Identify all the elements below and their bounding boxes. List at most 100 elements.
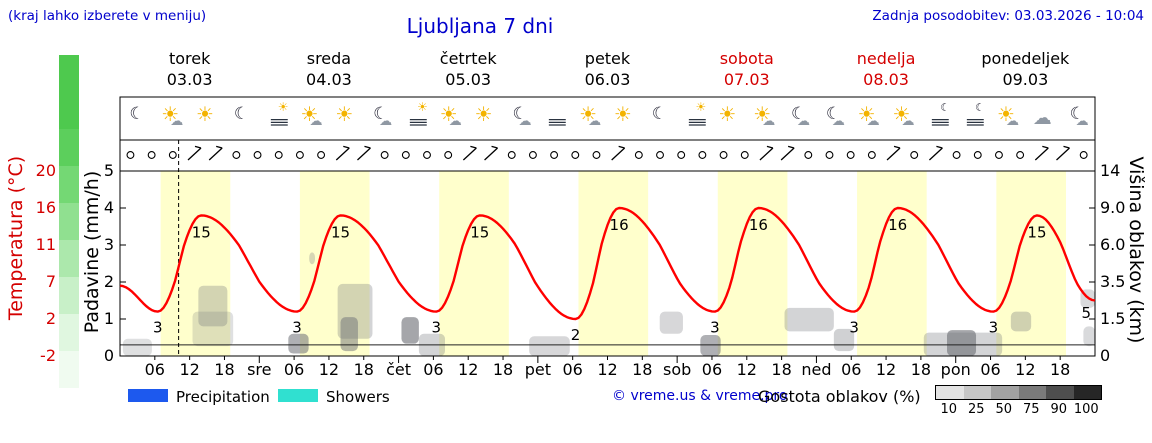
day-date: 09.03 [1002, 70, 1049, 89]
day-date: 06.03 [584, 70, 631, 89]
moon-icon: ☾ [373, 104, 389, 124]
cloud-tick: 6.0 [1100, 235, 1126, 254]
weather-icon-moon-cloud: ☾ ☁ [784, 100, 814, 136]
cloud-density-scale-labels: 10 25 50 75 90 100 [935, 402, 1107, 417]
sun-icon: ☀ [439, 102, 458, 126]
temp-scale-segment [59, 351, 79, 388]
fog-icon: ≡ [406, 113, 430, 131]
x-hour-label: 12 [736, 360, 757, 379]
weather-icon-sun-cloud: ☀ ☁ [157, 100, 187, 136]
temp-tick: -2 [40, 346, 56, 365]
weather-icon-sun: ☀ [471, 100, 501, 136]
x-hour-label: 06 [144, 360, 165, 379]
weather-icon-sun-cloud: ☀ ☁ [436, 100, 466, 136]
weather-icon-moon-cloud: ☾ ☁ [819, 100, 849, 136]
cloud-icon: ☁ [309, 114, 323, 129]
sun-icon: ☀ [718, 102, 737, 126]
precipitation-legend-label: Precipitation [176, 388, 270, 406]
moon-icon: ☾ [1069, 104, 1085, 124]
weather-icon-moon-cloud: ☾ ☁ [366, 100, 396, 136]
menu-hint: (kraj lahko izberete v meniju) [8, 8, 207, 24]
x-day-label: sre [247, 360, 272, 379]
temp-min-labels: 3 3 3 2 3 3 3 5 [153, 304, 1091, 344]
sun-icon: ☀ [579, 102, 598, 126]
weather-icon-fog-sun: ☀ ≡ [680, 100, 710, 136]
moon-icon: ☾ [975, 101, 985, 114]
cloud-icon: ☁ [1032, 107, 1052, 129]
weather-icon-fog-sun: ☀ ≡ [401, 100, 431, 136]
cloud-tick: 14 [1100, 161, 1121, 180]
cloud-icon: ☁ [588, 114, 602, 129]
weather-icon-sun: ☀ [610, 100, 640, 136]
weather-icon-sun-cloud: ☀ ☁ [888, 100, 918, 136]
weather-icon-fog-moon: ☾ ≡ [958, 100, 988, 136]
daylight-bands [160, 171, 1066, 356]
cloud-density-legend-label: Gostota oblakov (%) [758, 387, 921, 406]
cloud-tick: 1.5 [1100, 309, 1126, 328]
sun-icon: ☀ [474, 102, 493, 126]
credit-link[interactable]: © vreme.us & vreme.pro [612, 388, 788, 404]
weather-icon-sun: ☀ [192, 100, 222, 136]
svg-text:15: 15 [1027, 223, 1046, 241]
temp-tick: 7 [45, 272, 56, 291]
cloud-icon: ☁ [797, 114, 811, 129]
density-tick-label: 25 [967, 402, 985, 417]
temp-scale-segment [59, 277, 79, 314]
x-hour-label: 18 [771, 360, 792, 379]
density-tick-label: 100 [1073, 402, 1099, 417]
temperature-color-scale [59, 55, 79, 388]
density-segment [1046, 386, 1074, 399]
cloud-density-scale [935, 385, 1102, 400]
day-name: ponedeljek [981, 49, 1070, 68]
fog-icon: ≡ [267, 113, 291, 131]
x-hour-label: 12 [318, 360, 340, 379]
precip-tick: 5 [103, 161, 114, 180]
day-date: 04.03 [306, 70, 352, 89]
day-date: 03.03 [166, 70, 213, 89]
x-hour-label: 06 [283, 360, 305, 379]
precip-tick: 0 [103, 346, 114, 365]
cloud-icon: ☁ [518, 114, 532, 129]
day-date: 05.03 [445, 70, 492, 89]
x-hour-label: 12 [597, 360, 618, 379]
fog-icon: ≡ [685, 113, 709, 131]
x-hour-label: 18 [492, 360, 514, 379]
moon-icon: ☾ [651, 104, 667, 124]
x-hour-label: 06 [423, 360, 444, 379]
moon-icon: ☾ [940, 101, 951, 114]
cloud-blobs [122, 252, 1095, 356]
x-hour-label: 12 [458, 360, 479, 379]
cloud-icon: ☁ [448, 114, 462, 129]
weather-icon-fog-moon: ☾ ≡ [923, 100, 953, 136]
density-segment [1018, 386, 1046, 399]
temp-scale-segment [59, 55, 79, 92]
density-segment [963, 386, 991, 399]
fog-icon: ≡ [929, 113, 952, 131]
temp-scale-segment [59, 240, 79, 277]
showers-legend-label: Showers [326, 388, 390, 406]
weather-icon-sun-cloud: ☀ ☁ [993, 100, 1023, 136]
wind-row [126, 145, 1088, 161]
temp-scale-segment [59, 314, 79, 351]
temp-scale-segment [59, 166, 79, 203]
svg-text:16: 16 [749, 216, 768, 234]
temp-tick: 16 [35, 198, 56, 217]
x-hour-label: 18 [214, 360, 235, 379]
density-tick-label: 75 [1022, 402, 1040, 417]
moon-icon: ☾ [825, 104, 842, 124]
sun-icon: ☀ [161, 102, 180, 126]
day-name: petek [584, 49, 631, 68]
x-day-label: čet [386, 360, 412, 379]
moon-icon: ☾ [512, 104, 528, 124]
weather-icon-fog: ≡ [540, 100, 570, 136]
temp-max-labels: 15 15 15 16 16 16 15 [192, 216, 1047, 241]
svg-text:2: 2 [571, 326, 581, 344]
svg-text:16: 16 [888, 216, 907, 234]
density-segment [1073, 386, 1101, 399]
svg-text:3: 3 [292, 319, 302, 337]
temp-tick: 2 [45, 309, 56, 328]
cloud-icon: ☁ [831, 114, 845, 129]
weather-icon-sun: ☀ [714, 100, 744, 136]
cloud-icon: ☁ [379, 114, 393, 129]
